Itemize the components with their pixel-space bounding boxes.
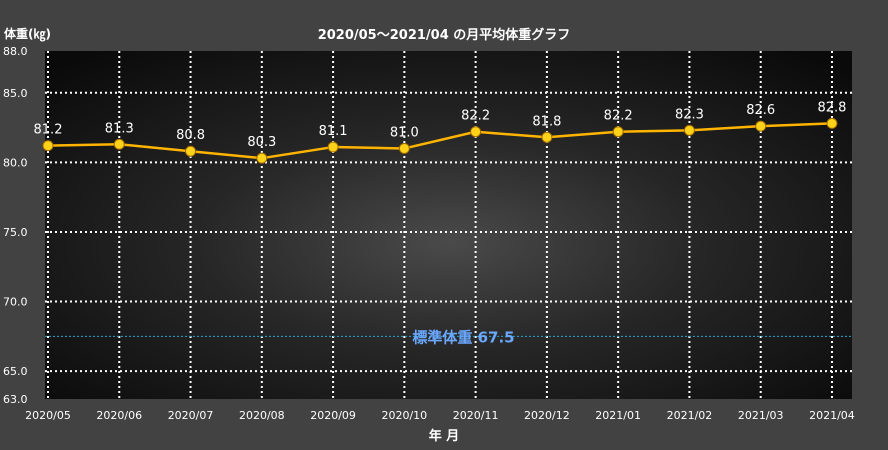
x-tick-label: 2020/06 [96,409,142,422]
grid-lines [45,51,852,399]
y-axis-label: 体重(㎏) [4,26,51,42]
data-label: 81.2 [34,123,63,138]
data-label: 82.6 [746,103,775,118]
x-tick-label: 2020/10 [381,409,427,422]
data-point [398,142,410,154]
y-tick-labels: 63.0 65.0 70.0 75.0 80.0 85.0 88.0 [3,45,28,406]
y-tick-label: 70.0 [3,296,28,309]
standard-weight-label: 標準体重 67.5 [412,328,514,346]
x-axis-label: 年 月 [429,428,460,444]
plot-area [45,51,852,399]
data-label: 81.0 [390,125,419,140]
data-label: 81.3 [105,121,134,136]
data-label: 81.1 [319,124,348,139]
x-tick-label: 2020/12 [524,409,570,422]
data-point [541,131,553,143]
y-tick-label: 63.0 [3,393,28,406]
x-tick-label: 2021/01 [595,409,641,422]
x-tick-label: 2020/05 [25,409,71,422]
data-point [327,141,339,153]
series-weight: 81.2 81.3 80.8 80.3 81.1 81.0 82.2 81.8 82.2 82.3… [34,100,846,164]
x-tick-labels: 2020/05 2020/06 2020/07 2020/08 2020/09 2020/… [25,409,855,422]
data-label: 82.2 [604,109,633,124]
data-label: 82.3 [675,107,704,122]
data-label: 82.2 [461,109,490,124]
chart-title: 2020/05～2021/04 の月平均体重グラフ [318,27,571,43]
x-tick-label: 2020/09 [310,409,356,422]
x-tick-label: 2021/02 [667,409,713,422]
data-point [612,126,624,138]
reference-line-group: 標準体重 67.5 [45,328,852,346]
x-tick-label: 2020/11 [453,409,499,422]
data-label: 80.8 [176,128,205,143]
data-point [113,138,125,150]
data-point [42,140,54,152]
data-point [826,117,838,129]
x-tick-label: 2021/04 [809,409,855,422]
y-tick-label: 85.0 [3,87,28,100]
data-point [470,126,482,138]
y-tick-label: 65.0 [3,365,28,378]
data-point [683,124,695,136]
x-tick-label: 2020/07 [168,409,214,422]
x-tick-label: 2021/03 [738,409,784,422]
data-point [755,120,767,132]
x-tick-label: 2020/08 [239,409,285,422]
y-tick-label: 75.0 [3,226,28,239]
data-point [256,152,268,164]
data-point [185,145,197,157]
y-tick-label: 88.0 [3,45,28,58]
y-tick-label: 80.0 [3,156,28,169]
data-label: 81.8 [532,114,561,129]
data-label: 82.8 [817,100,846,115]
data-label: 80.3 [247,135,276,150]
series-line [47,122,833,160]
